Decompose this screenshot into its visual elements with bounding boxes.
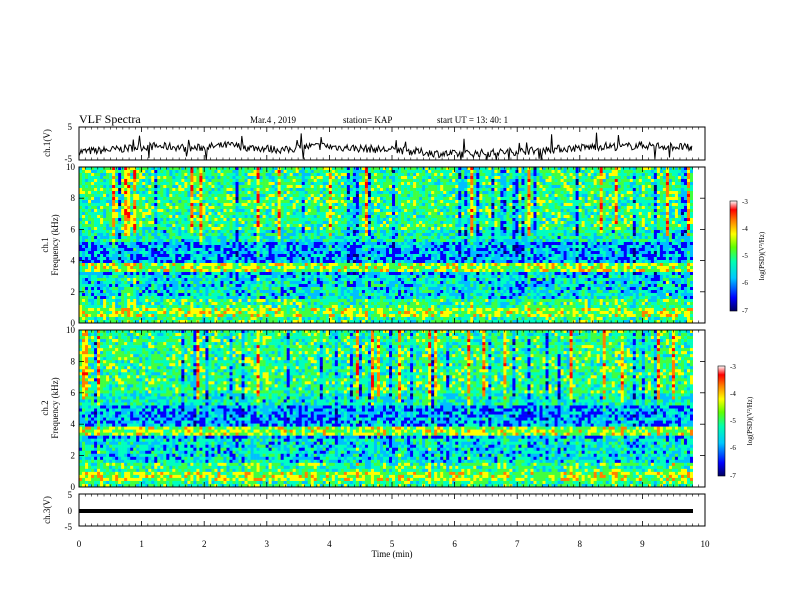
- x-axis-label: Time (min): [372, 549, 413, 559]
- x-tick-label: 5: [390, 539, 395, 549]
- x-tick-label: 8: [578, 539, 583, 549]
- ch1-colorbar-tick-6: -6: [742, 279, 748, 287]
- x-tick-label: 4: [327, 539, 332, 549]
- ch1-colorbar-label: log(PSD)(V²/Hz): [758, 231, 766, 280]
- ch2-colorbar-gradient: [717, 365, 726, 477]
- x-tick-label: 2: [202, 539, 207, 549]
- ch1-colorbar-tick-7: -7: [742, 307, 748, 315]
- y-tick-label: 0: [71, 482, 76, 492]
- ch2-spectrogram-ylabel-channel: ch.2: [40, 400, 50, 415]
- y-tick-label: 10: [66, 325, 76, 335]
- y-tick-label: 10: [66, 162, 76, 172]
- ch3-waveform-ylabel: ch.3(V): [42, 496, 52, 524]
- x-tick-label: 6: [452, 539, 457, 549]
- ch1-colorbar-tick-3: -3: [742, 198, 748, 206]
- ch2-spectrogram-panel: 0 2 4 6 8 10 ch.2 Frequency (kHz): [40, 325, 706, 492]
- y-tick-label: 8: [71, 356, 76, 366]
- y-tick-label: 4: [71, 256, 76, 266]
- ch1-spectrogram-ylabel-frequency: Frequency (kHz): [50, 214, 60, 275]
- ch2-spectrogram-ticks: [78, 330, 706, 487]
- y-tick-label: 2: [71, 287, 76, 297]
- ch1-ytick-top: 5: [68, 122, 73, 132]
- station-label: station= KAP: [343, 115, 392, 125]
- ch3-ytick-top: 5: [68, 490, 73, 500]
- ch2-colorbar-tick-4: -4: [730, 390, 736, 398]
- ch1-colorbar-tick-4: -4: [742, 225, 748, 233]
- figure-title: VLF Spectra: [79, 112, 141, 126]
- ch1-waveform-line: [78, 132, 693, 161]
- x-tick-label: 9: [640, 539, 645, 549]
- y-tick-label: 4: [71, 419, 76, 429]
- ch1-waveform-ylabel: ch.1(V): [42, 129, 52, 157]
- ch2-spectrogram-image: [79, 330, 705, 488]
- ch2-spectrogram-yticks: 0 2 4 6 8 10: [66, 325, 705, 492]
- ch2-colorbar-tick-5: -5: [730, 417, 736, 425]
- ch1-colorbar-gradient: [729, 200, 738, 312]
- ch2-colorbar-tick-6: -6: [730, 444, 736, 452]
- ch1-waveform-panel: 5 -5 ch.1(V): [42, 122, 706, 164]
- ch2-spectrogram-ylabel-frequency: Frequency (kHz): [50, 377, 60, 438]
- start-time-label: start UT = 13: 40: 1: [437, 115, 508, 125]
- x-tick-label: 0: [77, 539, 82, 549]
- y-tick-label: 8: [71, 193, 76, 203]
- ch1-colorbar: -3 -4 -5 -6 -7 log(PSD)(V²/Hz): [729, 198, 766, 315]
- ch2-colorbar: -3 -4 -5 -6 -7 log(PSD)(V²/Hz): [717, 363, 754, 480]
- x-tick-label: 7: [515, 539, 520, 549]
- ch3-ytick-mid: 0: [68, 506, 73, 516]
- ch3-waveform-line: [79, 509, 693, 513]
- ch1-colorbar-tick-5: -5: [742, 252, 748, 260]
- ch1-ytick-bottom: -5: [65, 154, 73, 164]
- ch1-spectrogram-yticks: 0 2 4 6 8 10: [66, 162, 705, 328]
- ch2-colorbar-tick-3: -3: [730, 363, 736, 371]
- ch1-spectrogram-panel: 0 2 4 6 8 10 ch.1 Frequency (kHz): [40, 162, 706, 328]
- ch1-spectrogram-ticks: [78, 167, 706, 323]
- y-tick-label: 6: [71, 388, 76, 398]
- ch1-spectrogram-image: [79, 167, 705, 324]
- y-tick-label: 2: [71, 451, 76, 461]
- y-tick-label: 6: [71, 224, 76, 234]
- ch3-ytick-bottom: -5: [65, 522, 73, 532]
- ch2-colorbar-tick-7: -7: [730, 472, 736, 480]
- x-tick-label: 3: [265, 539, 270, 549]
- ch1-spectrogram-ylabel-channel: ch.1: [40, 237, 50, 252]
- ch3-waveform-ticks: [78, 494, 706, 526]
- y-tick-label: 0: [71, 318, 76, 328]
- ch1-waveform-ticks: [78, 127, 706, 160]
- date-label: Mar.4 , 2019: [250, 115, 296, 125]
- x-tick-label: 10: [701, 539, 711, 549]
- ch2-colorbar-label: log(PSD)(V²/Hz): [746, 396, 754, 445]
- ch3-waveform-panel: 5 0 -5 ch.3(V): [42, 490, 706, 532]
- x-tick-label: 1: [139, 539, 144, 549]
- x-axis-tick-labels: 0 1 2 3 4 5 6 7 8 9 10: [77, 539, 710, 549]
